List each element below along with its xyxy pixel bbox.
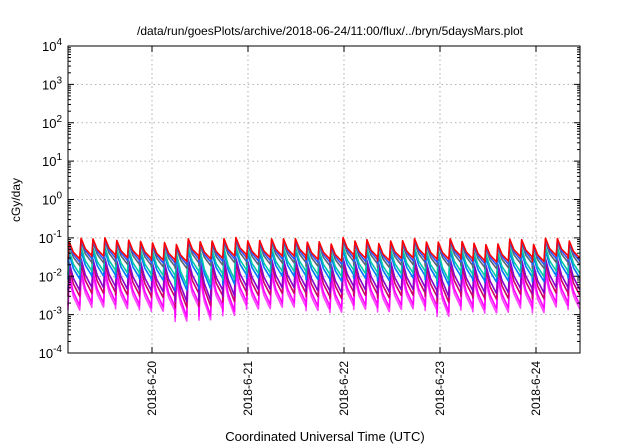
chart-title: /data/run/goesPlots/archive/2018-06-24/1… [137,24,524,38]
y-tick-label: 10-3 [39,306,63,323]
y-tick-label: 100 [42,191,62,208]
y-tick-label: 102 [42,114,62,131]
y-tick-label: 101 [42,152,62,169]
y-tick-exponent: 3 [56,75,62,86]
y-tick-exponent: 4 [56,37,62,48]
y-tick-label: 103 [42,75,62,92]
x-tick-label: 2018-6-21 [241,361,255,416]
y-tick-base: 10 [42,154,56,169]
x-tick-label: 2018-6-24 [529,361,543,416]
y-tick-base: 10 [42,193,56,208]
series-group [67,236,581,323]
y-tick-base: 10 [39,231,53,246]
x-axis-label: Coordinated Universal Time (UTC) [225,429,424,444]
y-tick-base: 10 [39,269,53,284]
x-tick-label: 2018-6-22 [337,361,351,416]
grid-lines [68,46,580,353]
y-tick-label: 10-1 [39,229,63,246]
y-tick-label: 104 [42,37,62,54]
y-tick-base: 10 [42,39,56,54]
y-tick-exponent: -1 [53,229,62,240]
y-tick-exponent: 0 [56,191,62,202]
y-tick-exponent: 1 [56,152,62,163]
x-tick-label: 2018-6-20 [145,361,159,416]
y-tick-exponent: -3 [53,306,62,317]
y-tick-base: 10 [42,116,56,131]
x-tick-label: 2018-6-23 [433,361,447,416]
y-tick-exponent: -4 [53,344,62,355]
y-tick-base: 10 [39,346,53,361]
axis-ticks: 10410310210110010-110-210-310-42018-6-20… [39,37,580,416]
y-tick-label: 10-2 [39,267,63,284]
y-tick-exponent: 2 [56,114,62,125]
y-tick-exponent: -2 [53,267,62,278]
series-line [67,236,581,263]
y-axis-label: cGy/day [9,178,23,222]
y-tick-base: 10 [39,308,53,323]
y-tick-label: 10-4 [39,344,63,361]
y-tick-base: 10 [42,77,56,92]
